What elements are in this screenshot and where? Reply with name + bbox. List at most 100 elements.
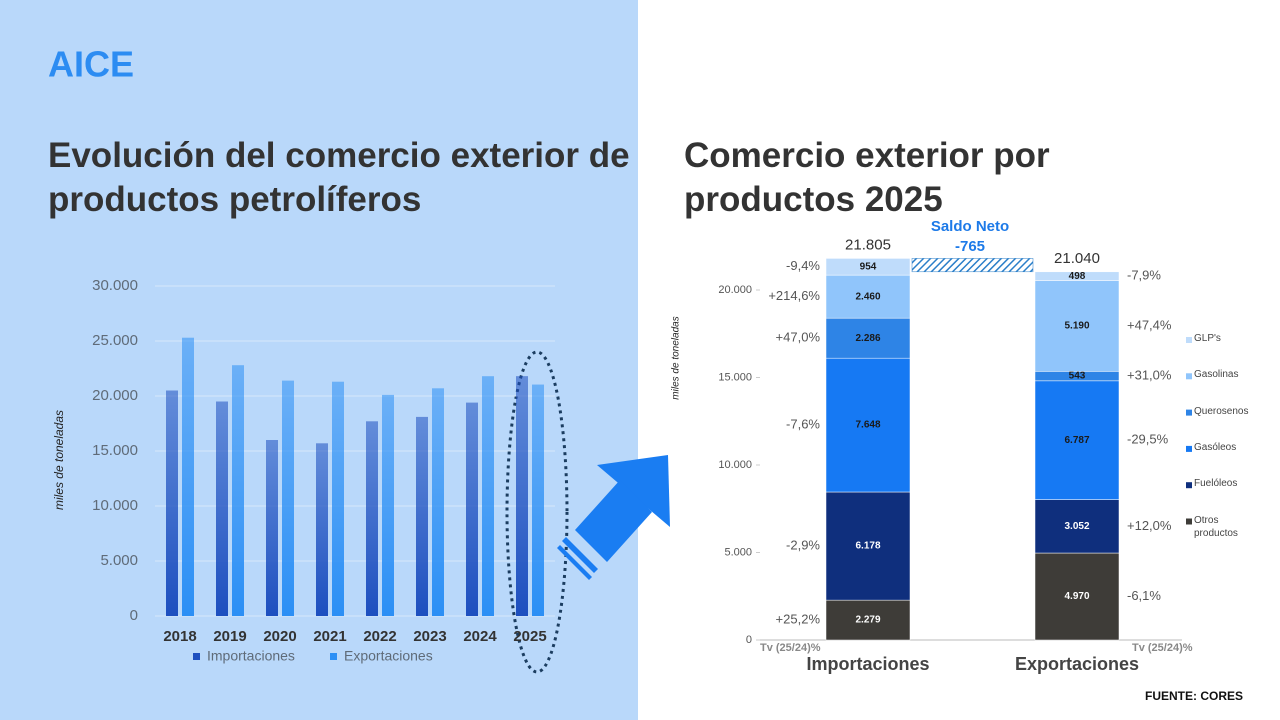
- y-tick-label: 0: [746, 634, 752, 646]
- y-tick-label: 10.000: [718, 459, 752, 471]
- legend-label: Otros productos: [1194, 514, 1238, 539]
- bar-segment: [1034, 271, 1120, 281]
- legend-swatch: [193, 653, 200, 660]
- change-label: +25,2%: [776, 611, 821, 626]
- bar: [216, 401, 228, 616]
- bar: [182, 337, 194, 616]
- change-label: +214,6%: [768, 288, 820, 303]
- change-label: -29,5%: [1127, 432, 1169, 447]
- net-balance: [911, 258, 1034, 273]
- bar: [266, 440, 278, 616]
- bar: [466, 402, 478, 616]
- bar: [316, 443, 328, 616]
- bar: [282, 380, 294, 616]
- value-label: 498: [1069, 271, 1086, 282]
- x-tick-label: Exportaciones: [1015, 654, 1139, 674]
- bar: [166, 390, 178, 616]
- legend-swatch: [1186, 337, 1192, 343]
- y-tick-label: 15.000: [718, 371, 752, 383]
- y-tick-label: 20.000: [718, 284, 752, 296]
- x-tick-label: Importaciones: [806, 654, 929, 674]
- y-tick-label: 5.000: [724, 546, 752, 558]
- legend-entry: Gasolinas: [1194, 369, 1239, 381]
- bar-segment: [1034, 552, 1120, 641]
- x-tick-label: 2021: [313, 628, 346, 645]
- value-label: 2.460: [855, 291, 880, 302]
- bar: [382, 394, 394, 616]
- source: FUENTE: CORES: [1145, 689, 1243, 703]
- legend-entry: Otros productos: [1194, 514, 1238, 539]
- y-tick-label: 10.000: [92, 497, 138, 514]
- bar: [516, 376, 528, 616]
- legend-entry: Fuelóleos: [1194, 478, 1238, 490]
- value-label: 3.052: [1064, 521, 1089, 532]
- legend-label: Gasóleos: [1194, 441, 1237, 453]
- bar-segment: [825, 258, 911, 276]
- x-tick-label: 2022: [363, 628, 396, 645]
- change-label: -6,1%: [1127, 588, 1161, 603]
- legend-entry: GLP's: [1194, 333, 1221, 344]
- value-label: 543: [1069, 371, 1086, 382]
- legend-swatch: [330, 653, 337, 660]
- value-label: 6.178: [855, 541, 880, 552]
- legend-swatch: [1186, 482, 1192, 489]
- bar-segment: [1034, 280, 1120, 372]
- value-label: 5.190: [1064, 321, 1089, 332]
- bar: [232, 365, 244, 616]
- highlight-ellipse: [505, 350, 569, 674]
- value-label: 954: [860, 261, 877, 272]
- change-label: +47,0%: [776, 330, 821, 345]
- value-label: 7.648: [855, 420, 880, 431]
- x-tick-label: 2019: [213, 628, 246, 645]
- net-value-label: -765: [955, 238, 985, 255]
- bar-segment: [1034, 380, 1120, 500]
- bar: [482, 376, 494, 616]
- legend-label: Exportaciones: [344, 648, 433, 664]
- left-title: Evolución del comercio exterior de produ…: [48, 136, 630, 219]
- y-axis-label: miles de toneladas: [671, 316, 682, 399]
- y-tick-label: 30.000: [92, 277, 138, 294]
- x-tick-label: 2024: [463, 628, 497, 645]
- value-label: 2.279: [855, 615, 880, 626]
- bar: [416, 416, 428, 616]
- change-label: -7,9%: [1127, 268, 1161, 283]
- change-label: -9,4%: [786, 258, 820, 273]
- x-tick-label: 2020: [263, 628, 296, 645]
- logo: AICE: [48, 44, 134, 85]
- y-tick-label: 15.000: [92, 442, 138, 459]
- legend-swatch: [1186, 518, 1192, 525]
- legend-swatch: [1186, 409, 1192, 416]
- legend-swatch: [1186, 445, 1192, 452]
- change-label: +47,4%: [1127, 317, 1172, 332]
- legend-entry: Gasóleos: [1194, 441, 1237, 453]
- y-axis-label: miles de toneladas: [52, 410, 66, 510]
- value-label: 2.286: [855, 333, 880, 344]
- x-tick-label: 2018: [163, 628, 196, 645]
- total-label: 21.805: [845, 236, 891, 253]
- y-tick-label: 20.000: [92, 387, 138, 404]
- bar-segment: [825, 317, 911, 359]
- bar: [432, 388, 444, 616]
- y-tick-label: 25.000: [92, 332, 138, 349]
- legend-label: Querosenos: [1194, 405, 1249, 417]
- bar: [532, 384, 544, 616]
- arrow: [557, 455, 670, 580]
- legend-label: Importaciones: [207, 648, 295, 664]
- value-label: 6.787: [1064, 435, 1089, 446]
- legend-label: Gasolinas: [1194, 369, 1239, 381]
- total-label: 21.040: [1054, 250, 1100, 267]
- change-label: +31,0%: [1127, 368, 1172, 383]
- legend-label: Fuelóleos: [1194, 478, 1238, 490]
- x-tick-label: 2025: [513, 628, 546, 645]
- change-label: +12,0%: [1127, 518, 1172, 533]
- legend-swatch: [1186, 373, 1192, 380]
- y-tick-label: 5.000: [100, 552, 138, 569]
- bar-segment: [1034, 499, 1120, 554]
- y-tick-label: 0: [130, 607, 138, 624]
- net-label: Saldo Neto: [931, 218, 1009, 235]
- change-label: -2,9%: [786, 537, 820, 552]
- legend-entry: Querosenos: [1194, 405, 1249, 417]
- x-tick-label: 2023: [413, 628, 446, 645]
